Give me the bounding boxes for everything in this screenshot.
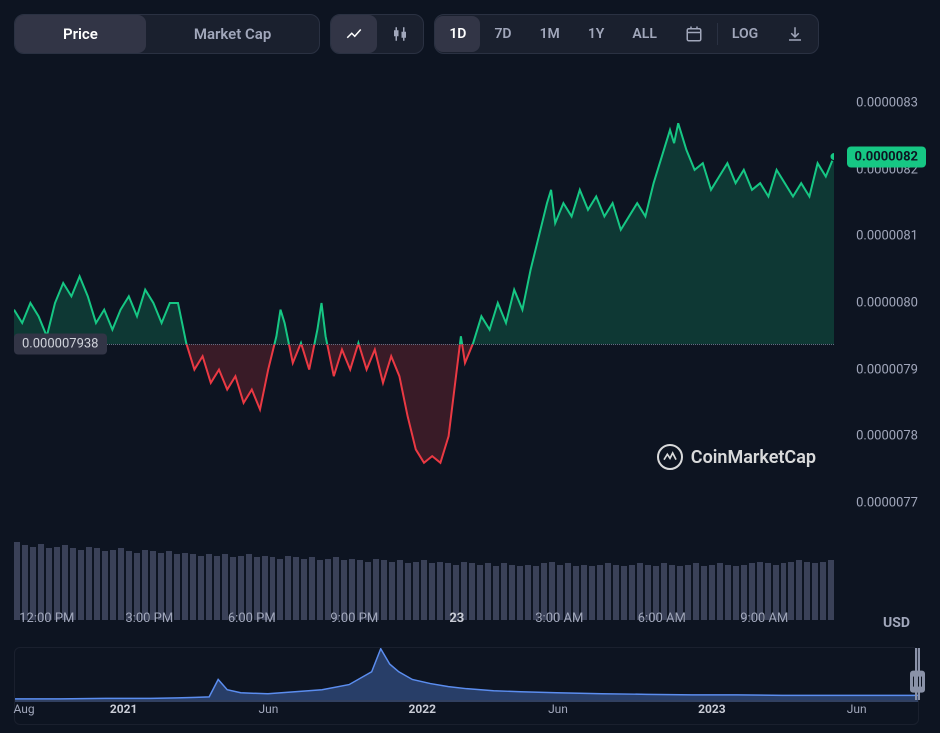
- volume-bar: [14, 542, 20, 620]
- x-tick-label: 6:00 PM: [228, 611, 276, 626]
- timerange-1m[interactable]: 1M: [526, 16, 574, 52]
- volume-bar: [70, 548, 76, 620]
- volume-bar: [78, 550, 84, 621]
- tab-price[interactable]: Price: [15, 15, 146, 53]
- volume-bar: [134, 553, 140, 621]
- timerange-1y[interactable]: 1Y: [574, 16, 619, 52]
- calendar-icon: [685, 25, 703, 43]
- line-chart-icon: [345, 25, 363, 43]
- x-tick-label: 9:00 PM: [330, 611, 378, 626]
- download-icon: [786, 25, 804, 43]
- navigator-tick-label: Jun: [258, 702, 278, 716]
- y-tick-label: 0.0000081: [856, 229, 918, 244]
- x-tick-label: 3:00 AM: [535, 611, 583, 626]
- timerange-selector: 1D 7D 1M 1Y ALL LOG: [434, 14, 819, 54]
- watermark-text: CoinMarketCap: [691, 447, 816, 468]
- y-tick-label: 0.0000077: [856, 495, 918, 510]
- volume-bar: [182, 553, 188, 621]
- x-tick-label: 3:00 PM: [125, 611, 173, 626]
- chart-toolbar: Price Market Cap 1D 7D 1M 1Y ALL LOG: [0, 0, 940, 54]
- volume-bar: [54, 547, 60, 621]
- download-button[interactable]: [772, 15, 818, 53]
- main-chart-area: 0.0000077 0.0000078 0.0000079 0.0000080 0.00…: [14, 70, 926, 620]
- navigator-tick-label: Jun: [847, 702, 867, 716]
- watermark: CoinMarketCap: [657, 444, 816, 470]
- volume-bar: [30, 547, 36, 621]
- navigator-tick-label: Jun: [548, 702, 568, 716]
- reference-line: [14, 344, 834, 345]
- volume-bar: [22, 545, 28, 620]
- navigator-handle-right[interactable]: [915, 671, 925, 693]
- reference-price-label: 0.000007938: [14, 334, 107, 355]
- view-mode-toggle: Price Market Cap: [14, 14, 320, 54]
- timerange-all[interactable]: ALL: [618, 16, 670, 52]
- x-tick-label: 12:00 PM: [19, 611, 74, 626]
- volume-bar: [150, 551, 156, 620]
- volume-bars: [14, 542, 834, 620]
- date-picker-button[interactable]: [671, 15, 717, 53]
- candlestick-icon: [391, 25, 409, 43]
- volume-bar: [158, 553, 164, 621]
- log-scale-button[interactable]: LOG: [718, 16, 772, 52]
- volume-bar: [142, 550, 148, 621]
- x-tick-label: 23: [449, 611, 464, 626]
- volume-bar: [102, 551, 108, 620]
- coinmarketcap-logo-icon: [657, 444, 683, 470]
- range-navigator[interactable]: Aug 2021 Jun 2022 Jun 2023 Jun: [14, 647, 919, 725]
- volume-bar: [46, 548, 52, 620]
- tab-marketcap[interactable]: Market Cap: [146, 15, 320, 53]
- volume-bar: [118, 548, 124, 620]
- volume-bar: [86, 547, 92, 621]
- y-axis: 0.0000077 0.0000078 0.0000079 0.0000080 0.00…: [834, 70, 926, 620]
- y-tick-label: 0.0000078: [856, 429, 918, 444]
- navigator-tick-label: Aug: [13, 702, 34, 716]
- volume-bar: [38, 544, 44, 621]
- navigator-tick-label: 2022: [408, 702, 436, 716]
- volume-bar: [62, 545, 68, 620]
- x-tick-label: 9:00 AM: [740, 611, 788, 626]
- line-chart-button[interactable]: [331, 15, 377, 53]
- y-tick-label: 0.0000080: [856, 296, 918, 311]
- navigator-tick-label: 2023: [698, 702, 726, 716]
- volume-bar: [110, 550, 116, 621]
- volume-bar: [94, 548, 100, 620]
- y-tick-label: 0.0000079: [856, 362, 918, 377]
- timerange-7d[interactable]: 7D: [480, 16, 525, 52]
- navigator-tick-label: 2021: [110, 702, 138, 716]
- timerange-1d[interactable]: 1D: [435, 16, 480, 52]
- volume-bar: [126, 551, 132, 620]
- candlestick-chart-button[interactable]: [377, 15, 423, 53]
- currency-label: USD: [883, 615, 910, 631]
- x-tick-label: 6:00 AM: [638, 611, 686, 626]
- chart-type-toggle: [330, 14, 424, 54]
- volume-bar: [166, 551, 172, 620]
- x-axis: 12:00 PM 3:00 PM 6:00 PM 9:00 PM 23 3:00 AM 6:…: [14, 611, 834, 635]
- navigator-x-axis: Aug 2021 Jun 2022 Jun 2023 Jun: [15, 702, 918, 722]
- y-tick-label: 0.0000083: [856, 96, 918, 111]
- navigator-chart: [15, 648, 918, 702]
- current-price-tag: 0.0000082: [847, 146, 926, 167]
